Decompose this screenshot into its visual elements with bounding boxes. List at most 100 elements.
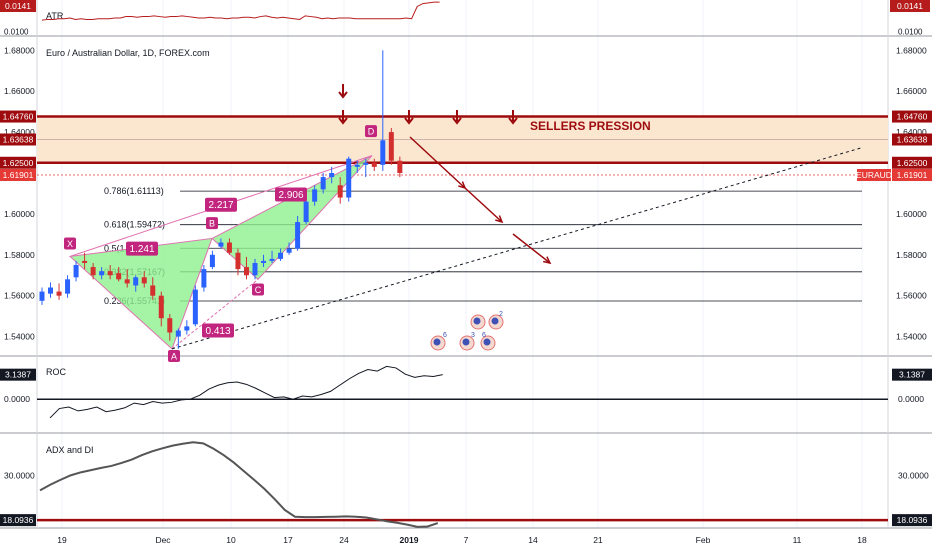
zone-title: SELLERS PRESSION <box>530 119 651 133</box>
candle-body-17 <box>184 326 190 331</box>
badge-left-price: 1.61901 <box>3 170 34 180</box>
candle-body-32 <box>312 189 318 202</box>
candle-body-35 <box>337 185 343 198</box>
ratio-label-2-bg <box>126 241 158 256</box>
price-left-tick-0: 1.68000 <box>4 45 35 55</box>
candle-body-23 <box>235 252 241 270</box>
atr-line <box>41 1 440 21</box>
price-right-tick-0: 1.68000 <box>896 45 927 55</box>
event-marker-flag-0 <box>433 338 441 346</box>
pattern-point-X: X <box>67 239 73 249</box>
candle-body-1 <box>48 287 54 294</box>
fib-label-1: 0.618(1.59472) <box>104 220 165 230</box>
candle-body-9 <box>116 273 122 280</box>
price-right-tick-5: 1.58000 <box>896 250 927 260</box>
candle-body-8 <box>107 271 113 276</box>
badge-right-mid-bg <box>892 133 932 146</box>
time-tick-11: 18 <box>857 535 867 545</box>
candle-body-42 <box>397 160 403 173</box>
event-count-0: 6 <box>443 332 447 339</box>
candle-body-10 <box>124 279 130 284</box>
down-arrow-marker-1 <box>338 110 348 125</box>
price-left-tick-1: 1.66000 <box>4 86 35 96</box>
candle-body-14 <box>158 295 164 319</box>
roc-left-tick: 0.0000 <box>4 394 30 404</box>
projection-arrow-1-head <box>495 215 504 224</box>
badge-left-mid-bg <box>0 133 36 146</box>
adx-right-tick: 30.0000 <box>898 470 929 480</box>
pattern-point-A: A <box>171 352 177 362</box>
roc-right-tick: 0.0000 <box>898 394 924 404</box>
price-left-tick-6: 1.56000 <box>4 291 35 301</box>
event-marker-flag-3 <box>462 338 470 346</box>
price-right-tick-2: 1.64000 <box>896 127 927 137</box>
projection-arrow-1 <box>464 187 503 223</box>
down-arrow-marker-4 <box>508 110 518 125</box>
badge-right-price-bg <box>892 169 932 182</box>
candle-body-25 <box>252 262 258 276</box>
ratio-label-3: 0.413 <box>205 326 230 337</box>
price-right-tick-6: 1.56000 <box>896 291 927 301</box>
price-left-tick-4: 1.60000 <box>4 209 35 219</box>
roc-last-right-bg <box>892 368 932 381</box>
time-tick-2: 10 <box>226 535 236 545</box>
time-tick-3: 17 <box>283 535 293 545</box>
ratio-label-0: 2.217 <box>208 200 233 211</box>
price-right-tick-7: 1.54000 <box>896 332 927 342</box>
pattern-line-ac <box>171 278 259 350</box>
adx-line <box>39 441 439 528</box>
candle-body-40 <box>380 140 386 165</box>
roc-last-right: 3.1387 <box>899 370 925 380</box>
time-tick-6: 7 <box>464 535 469 545</box>
candle-body-34 <box>329 172 335 178</box>
time-tick-4: 24 <box>339 535 349 545</box>
roc-line <box>49 365 443 419</box>
badge-right-lower-bg <box>892 156 932 169</box>
down-arrow-marker-0 <box>338 84 348 99</box>
ratio-label-1: 2.906 <box>278 190 303 201</box>
badge-left-lower-bg <box>0 156 36 169</box>
time-tick-9: Feb <box>696 535 711 545</box>
candle-body-12 <box>141 277 147 284</box>
badge-left-upper-bg <box>0 110 36 123</box>
candle-body-29 <box>286 248 292 253</box>
pattern-point-B: B <box>209 219 215 229</box>
badge-left-lower: 1.62500 <box>3 158 34 168</box>
time-tick-10: 11 <box>793 535 802 545</box>
badge-left-mid: 1.63638 <box>3 134 34 144</box>
price-left-tick-7: 1.54000 <box>4 332 35 342</box>
time-tick-7: 14 <box>528 535 538 545</box>
candle-body-31 <box>303 201 309 223</box>
candle-body-5 <box>82 260 88 263</box>
ratio-label-1-bg <box>275 187 307 202</box>
price-left-tick-5: 1.58000 <box>4 250 35 260</box>
candle-body-0 <box>39 291 45 301</box>
candle-body-2 <box>56 291 62 296</box>
candle-body-21 <box>218 242 224 247</box>
roc-last-left: 3.1387 <box>5 370 31 380</box>
projection-arrow-2 <box>512 233 551 264</box>
ratio-label-3-bg <box>202 323 234 338</box>
time-tick-1: Dec <box>155 535 171 545</box>
atr-last-right: 0.0141 <box>897 1 923 11</box>
badge-right-upper: 1.64760 <box>897 112 928 122</box>
time-tick-8: 21 <box>593 535 603 545</box>
candle-body-41 <box>388 132 394 161</box>
adx-last-left-bg <box>0 514 36 527</box>
candle-body-36 <box>346 158 352 198</box>
candle-body-28 <box>278 252 284 259</box>
atr-last-left: 0.0141 <box>5 1 31 11</box>
atr-title: ATR <box>46 11 64 21</box>
badge-right-upper-bg <box>892 110 932 123</box>
fib-label-0: 0.786(1.61113) <box>104 186 164 196</box>
down-arrow-marker-3 <box>452 110 462 125</box>
event-marker-flag-2 <box>491 317 499 325</box>
projection-arrow-0 <box>409 136 466 189</box>
candle-body-30 <box>295 222 301 249</box>
candle-body-13 <box>150 285 156 296</box>
adx-last-right-bg <box>892 514 932 527</box>
symbol-badge: EURAUD <box>856 170 892 180</box>
candle-body-24 <box>243 267 249 276</box>
